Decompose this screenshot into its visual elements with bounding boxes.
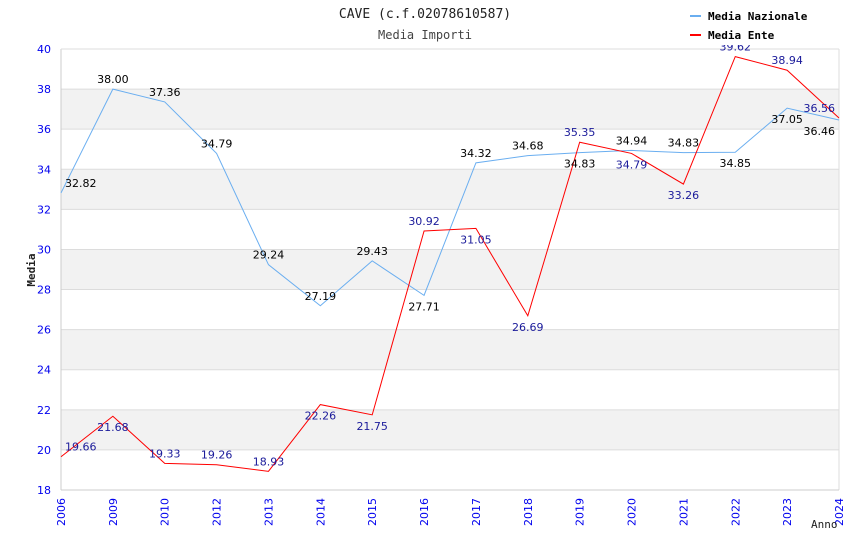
data-label: 31.05 (460, 233, 492, 246)
x-tick-label: 2010 (159, 498, 172, 526)
data-label: 34.79 (616, 158, 648, 171)
y-tick-label: 36 (37, 123, 51, 136)
y-tick-label: 26 (37, 324, 51, 337)
legend-label: Media Nazionale (708, 10, 808, 23)
chart-subtitle: Media Importi (378, 28, 472, 42)
data-label: 38.94 (771, 54, 803, 67)
data-label: 18.93 (253, 455, 285, 468)
y-tick-label: 18 (37, 484, 51, 497)
grid-band (61, 169, 839, 210)
legend: Media Nazionale Media Ente (684, 3, 834, 45)
x-tick-label: 2018 (522, 498, 535, 526)
x-tick-label: 2017 (470, 498, 483, 526)
x-tick-label: 2015 (366, 498, 379, 526)
y-axis-label: Media (25, 253, 38, 286)
x-tick-label: 2013 (262, 498, 275, 526)
data-label: 35.35 (564, 126, 596, 139)
x-tick-label: 2012 (211, 498, 224, 526)
data-label: 37.36 (149, 86, 181, 99)
data-label: 34.83 (668, 137, 700, 150)
data-label: 37.05 (771, 113, 803, 126)
data-label: 19.33 (149, 447, 181, 460)
x-tick-label: 2006 (55, 498, 68, 526)
data-label: 34.85 (720, 157, 752, 170)
data-label: 26.69 (512, 321, 544, 334)
y-tick-label: 32 (37, 203, 51, 216)
series-line-media-ente (60, 56, 840, 472)
x-tick-label: 2022 (729, 498, 742, 526)
data-label: 32.82 (65, 177, 97, 190)
data-label: 21.75 (356, 420, 388, 433)
y-tick-label: 30 (37, 243, 51, 256)
y-tick-label: 34 (37, 163, 51, 176)
data-label: 29.43 (356, 245, 388, 258)
y-tick-label: 40 (37, 43, 51, 56)
data-label: 30.92 (408, 215, 440, 228)
x-tick-label: 2014 (314, 498, 327, 526)
data-label: 33.26 (668, 189, 700, 202)
data-label: 34.32 (460, 147, 492, 160)
grid-band (61, 89, 839, 130)
series-line-media-nazionale (60, 88, 840, 307)
y-tick-label: 28 (37, 284, 51, 297)
data-label: 36.46 (804, 125, 836, 138)
grid-band (61, 329, 839, 370)
data-label: 22.26 (305, 410, 337, 423)
grid-band (61, 409, 839, 450)
data-label: 34.79 (201, 137, 233, 150)
x-tick-label: 2024 (833, 498, 846, 526)
y-tick-label: 24 (37, 364, 51, 377)
data-label: 29.24 (253, 249, 285, 262)
data-label: 21.68 (97, 421, 129, 434)
y-tick-label: 38 (37, 83, 51, 96)
data-label: 34.68 (512, 140, 544, 153)
data-label: 27.19 (305, 290, 337, 303)
legend-label: Media Ente (708, 29, 775, 42)
y-tick-label: 22 (37, 404, 51, 417)
data-label: 19.26 (201, 449, 233, 462)
chart-title: CAVE (c.f.02078610587) (339, 7, 511, 22)
data-label: 38.00 (97, 73, 129, 86)
data-label: 27.71 (408, 300, 440, 313)
x-axis-label: Anno (811, 518, 838, 531)
x-tick-label: 2016 (418, 498, 431, 526)
x-tick-label: 2020 (626, 498, 639, 526)
x-tick-label: 2019 (574, 498, 587, 526)
data-label: 34.94 (616, 134, 648, 147)
data-label: 19.66 (65, 441, 97, 454)
data-label: 36.56 (804, 102, 836, 115)
data-label: 34.83 (564, 158, 596, 171)
y-tick-label: 20 (37, 444, 51, 457)
x-tick-label: 2009 (107, 498, 120, 526)
x-tick-label: 2023 (781, 498, 794, 526)
grid-band (61, 249, 839, 290)
x-tick-label: 2021 (677, 498, 690, 526)
